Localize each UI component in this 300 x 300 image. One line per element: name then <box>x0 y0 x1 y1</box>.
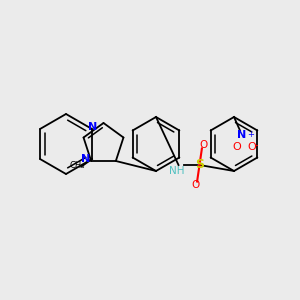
Text: -: - <box>255 140 258 151</box>
Text: NH: NH <box>169 166 185 176</box>
Text: N: N <box>237 130 246 140</box>
Text: N: N <box>88 122 98 133</box>
Text: O: O <box>199 140 207 151</box>
Text: O: O <box>248 142 256 152</box>
Text: O: O <box>232 142 242 152</box>
Text: N: N <box>81 154 90 164</box>
Text: S: S <box>195 158 204 172</box>
Text: O: O <box>192 179 200 190</box>
Text: +: + <box>247 130 254 139</box>
Text: CH₃: CH₃ <box>70 161 85 170</box>
